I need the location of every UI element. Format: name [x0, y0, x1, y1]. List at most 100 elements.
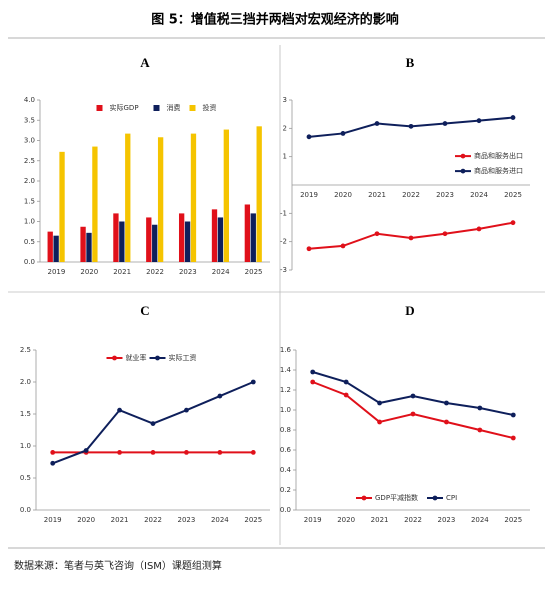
point [306, 134, 312, 140]
point [444, 419, 449, 425]
legend-swatch [460, 168, 466, 174]
legend-swatch [153, 105, 160, 111]
x-tick-label: 2024 [212, 268, 230, 276]
legend-swatch [96, 105, 103, 111]
x-tick-label: 2025 [244, 516, 262, 524]
x-tick-label: 2019 [304, 516, 322, 524]
y-tick-label: 0.0 [24, 258, 35, 266]
point [510, 435, 516, 441]
bar [47, 231, 53, 262]
y-tick-label: 2 [283, 124, 287, 132]
y-tick-label: 2.5 [20, 346, 31, 354]
y-tick-label: 0.0 [20, 506, 31, 514]
bar [53, 235, 59, 262]
x-tick-label: 2024 [471, 516, 489, 524]
point [476, 226, 482, 232]
y-tick-label: 3.0 [24, 137, 35, 145]
point [377, 419, 382, 425]
y-tick-label: 0.2 [280, 486, 291, 494]
x-tick-label: 2025 [245, 268, 263, 276]
bar [152, 224, 158, 262]
bar [211, 209, 218, 262]
point [310, 379, 316, 385]
legend-swatch [432, 495, 438, 501]
bar [119, 221, 125, 262]
y-tick-label: 1.0 [24, 218, 35, 226]
y-tick-label: 3.5 [24, 116, 35, 124]
legend-label: 实际GDP [110, 103, 139, 112]
x-tick-label: 2022 [146, 268, 164, 276]
y-tick-label: 0.6 [280, 446, 292, 454]
legend-label: 实际工资 [169, 353, 197, 362]
legend-label: CPI [446, 494, 457, 502]
point [442, 231, 448, 237]
legend-swatch [189, 105, 196, 111]
x-tick-label: 2020 [337, 516, 355, 524]
x-tick-label: 2021 [113, 268, 131, 276]
x-tick-label: 2023 [179, 268, 197, 276]
y-tick-label: 1.4 [280, 366, 292, 374]
legend-swatch [361, 495, 367, 501]
bar [59, 151, 65, 262]
y-tick-label: 0.4 [280, 466, 292, 474]
panel-label: C [140, 303, 149, 318]
point [117, 450, 122, 455]
point [377, 400, 382, 406]
point [408, 235, 414, 241]
point [184, 407, 189, 413]
bar [190, 133, 197, 262]
panel-label: B [406, 55, 415, 70]
y-tick-label: 2.0 [20, 378, 31, 386]
x-tick-label: 2023 [178, 516, 196, 524]
legend-label: 商品和服务进口 [474, 166, 523, 175]
point [83, 448, 89, 453]
y-tick-label: 1 [283, 153, 287, 161]
point [374, 121, 380, 126]
x-tick-label: 2022 [404, 516, 422, 524]
y-tick-label: 0.5 [24, 238, 35, 246]
y-tick-label: -3 [280, 266, 287, 274]
y-tick-label: 3 [283, 96, 287, 104]
point [340, 131, 346, 136]
y-tick-label: 0.5 [20, 474, 31, 482]
point [410, 411, 416, 417]
point [150, 450, 156, 455]
y-tick-label: 1.6 [280, 346, 292, 354]
point [477, 405, 483, 411]
bar [86, 232, 92, 262]
point [150, 421, 156, 426]
point [444, 400, 449, 406]
point [477, 427, 483, 433]
legend-label: 就业率 [126, 353, 147, 362]
x-tick-label: 2025 [504, 516, 522, 524]
point [250, 450, 256, 455]
point [510, 115, 516, 120]
x-tick-label: 2019 [300, 191, 318, 199]
x-tick-label: 2020 [334, 191, 352, 199]
point [476, 118, 482, 124]
x-tick-label: 2023 [438, 516, 456, 524]
x-tick-label: 2024 [211, 516, 229, 524]
legend-swatch [155, 355, 160, 361]
figure-title: 图 5：增值税三挡并两档对宏观经济的影响 [151, 12, 399, 28]
legend-label: 商品和服务出口 [474, 151, 523, 160]
bar [92, 146, 98, 262]
point [310, 369, 316, 375]
point [510, 220, 516, 226]
point [50, 450, 56, 455]
point [343, 392, 349, 398]
bar [157, 137, 164, 262]
bar [125, 133, 131, 262]
legend-label: 消费 [167, 103, 181, 112]
point [50, 460, 56, 466]
y-tick-label: -1 [280, 209, 287, 217]
point [343, 379, 349, 385]
point [510, 412, 516, 418]
panel-label: D [405, 303, 414, 318]
legend-label: GDP平减指数 [375, 493, 418, 502]
y-tick-label: 2.0 [24, 177, 35, 185]
point [340, 243, 346, 249]
bar [178, 213, 185, 262]
y-tick-label: 1.5 [20, 410, 31, 418]
